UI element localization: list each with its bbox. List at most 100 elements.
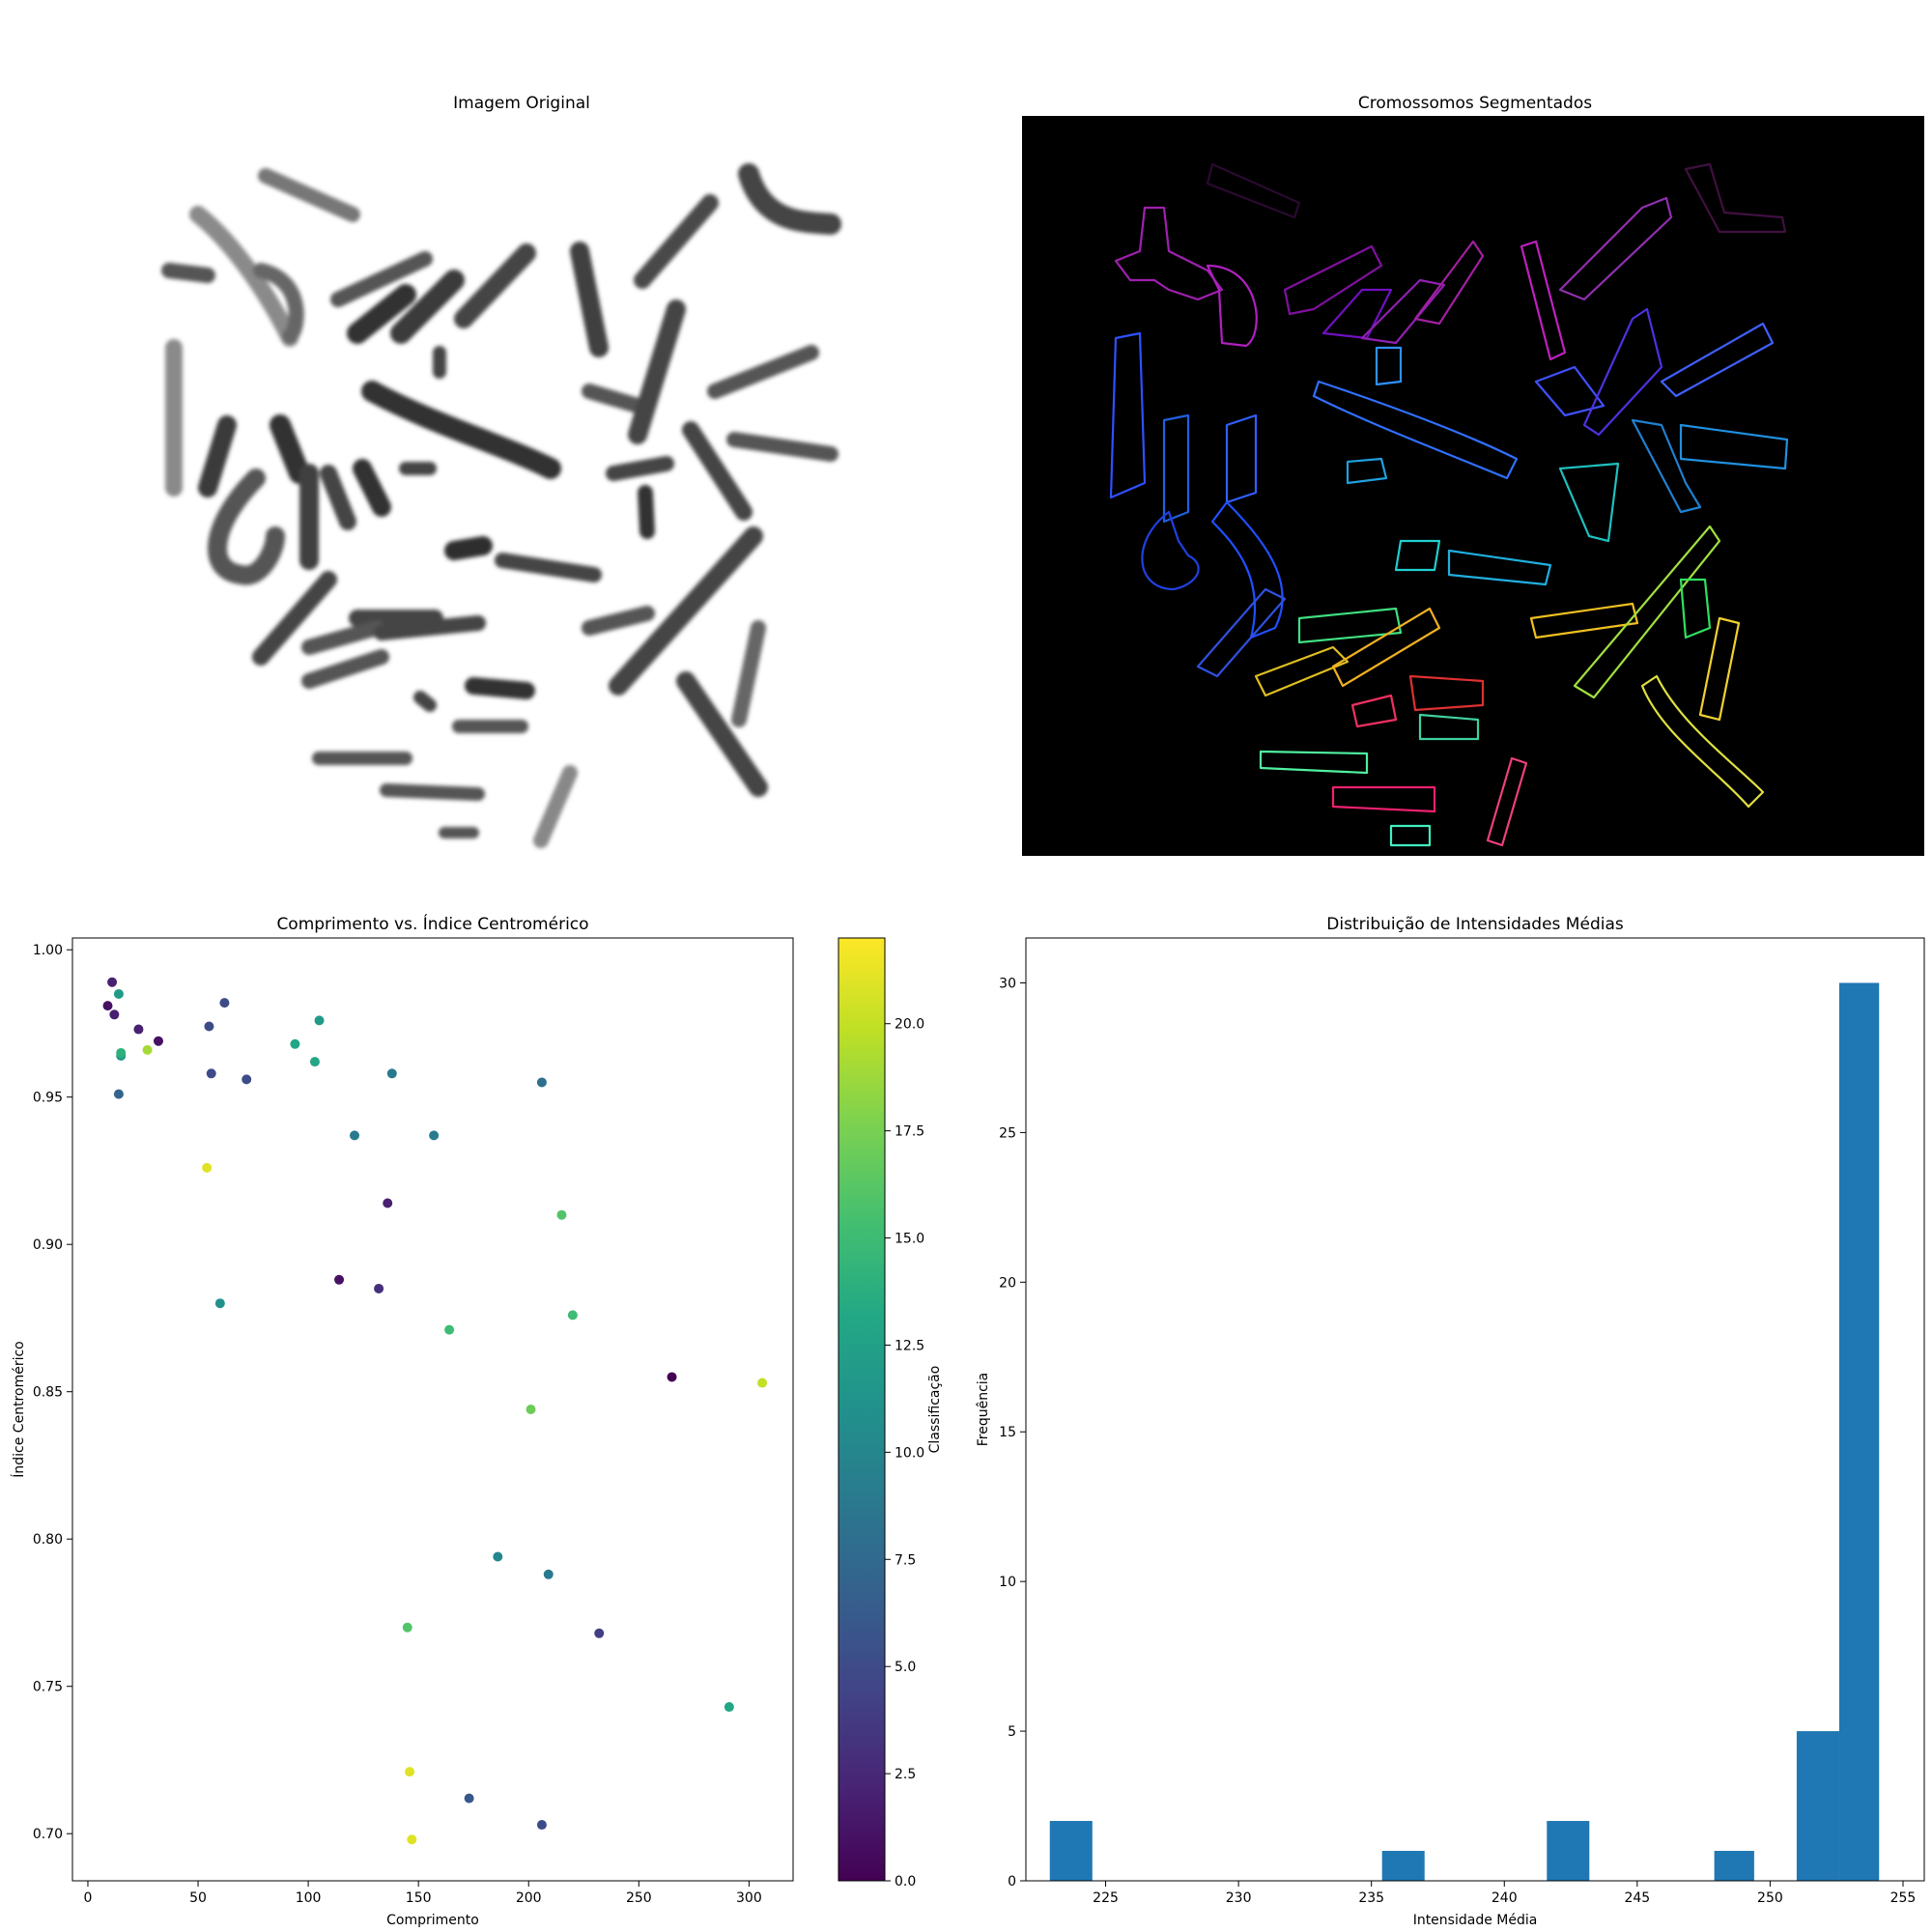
- scatter-axes-frame: [71, 937, 794, 1882]
- scatter-y-tick-label: 0.85: [33, 1385, 63, 1401]
- scatter-point: [107, 977, 118, 987]
- scatter-point: [374, 1283, 384, 1293]
- scatter-point: [109, 1009, 120, 1020]
- histogram-x-tick-label: 250: [1757, 1890, 1783, 1906]
- histogram-x-label: Intensidade Média: [1413, 1913, 1538, 1928]
- scatter-point: [290, 1038, 300, 1049]
- segmented-chromosome-contours: [1109, 162, 1789, 847]
- scatter-point: [383, 1198, 393, 1208]
- histogram-bar: [1838, 982, 1880, 1881]
- scatter-y-tick-label: 0.70: [33, 1827, 63, 1842]
- scatter-y-tick-label: 1.00: [33, 943, 63, 958]
- scatter-y-axis: 0.70 0.75 0.80 0.85 0.90 0.95 1.00: [33, 943, 72, 1842]
- histogram-x-tick-label: 240: [1492, 1890, 1518, 1906]
- scatter-point: [334, 1274, 345, 1285]
- histogram-bars: [1049, 982, 1880, 1881]
- histogram-x-tick-label: 235: [1358, 1890, 1384, 1906]
- scatter-point: [567, 1310, 578, 1321]
- histogram-y-label: Frequência: [976, 1373, 991, 1447]
- histogram-x-tick-label: 225: [1093, 1890, 1119, 1906]
- scatter-point: [113, 988, 124, 999]
- colorbar: [838, 937, 886, 1882]
- scatter-x-tick-label: 250: [626, 1890, 652, 1906]
- histogram-x-tick-label: 245: [1624, 1890, 1650, 1906]
- scatter-point: [543, 1569, 554, 1579]
- segmented-image-title: Cromossomos Segmentados: [1358, 94, 1592, 113]
- scatter-point: [405, 1767, 415, 1777]
- scatter-point: [214, 1298, 225, 1309]
- scatter-point: [667, 1372, 677, 1382]
- scatter-x-tick-label: 100: [296, 1890, 322, 1906]
- scatter-y-tick-label: 0.75: [33, 1680, 63, 1695]
- histogram-bar: [1381, 1851, 1425, 1881]
- scatter-title: Comprimento vs. Índice Centromérico: [276, 913, 588, 934]
- scatter-x-tick-label: 50: [189, 1890, 207, 1906]
- scatter-point: [116, 1047, 127, 1058]
- scatter-point: [429, 1130, 440, 1141]
- colorbar-ticks: 0.0 2.5 5.0 7.5 10.0 12.5 15.0 17.5 20.0: [885, 1017, 924, 1889]
- scatter-point: [204, 1021, 214, 1032]
- scatter-point: [493, 1551, 503, 1562]
- segmented-image-background: [1022, 116, 1924, 856]
- scatter-point: [153, 1036, 163, 1046]
- scatter-point: [309, 1057, 320, 1067]
- scatter-y-tick-label: 0.95: [33, 1091, 63, 1106]
- histogram-y-tick-label: 10: [999, 1575, 1016, 1590]
- scatter-points: [102, 977, 768, 1845]
- scatter-point: [202, 1162, 213, 1173]
- scatter-point: [444, 1324, 455, 1335]
- histogram-bar: [1796, 1731, 1839, 1881]
- scatter-point: [757, 1378, 768, 1388]
- histogram-axes-frame: [1025, 937, 1925, 1882]
- histogram-title: Distribuição de Intensidades Médias: [1326, 915, 1624, 934]
- scatter-point: [407, 1834, 417, 1845]
- scatter-point: [526, 1405, 536, 1414]
- scatter-point: [242, 1074, 252, 1085]
- colorbar-tick-label: 7.5: [895, 1552, 916, 1568]
- scatter-point: [536, 1820, 547, 1831]
- histogram-y-tick-label: 20: [999, 1275, 1016, 1291]
- scatter-x-label: Comprimento: [386, 1913, 479, 1928]
- histogram-y-tick-label: 30: [999, 976, 1016, 991]
- scatter-point: [594, 1628, 605, 1638]
- scatter-point: [386, 1068, 397, 1079]
- histogram-y-tick-label: 0: [1008, 1874, 1016, 1889]
- histogram-y-tick-label: 15: [999, 1425, 1016, 1440]
- original-image-title: Imagem Original: [453, 94, 590, 113]
- colorbar-tick-label: 17.5: [895, 1124, 924, 1140]
- colorbar-tick-label: 15.0: [895, 1232, 924, 1247]
- scatter-x-tick-label: 300: [736, 1890, 762, 1906]
- scatter-point: [206, 1068, 216, 1079]
- scatter-y-tick-label: 0.90: [33, 1237, 63, 1253]
- scatter-point: [142, 1044, 153, 1055]
- scatter-x-tick-label: 0: [84, 1890, 93, 1906]
- histogram-x-axis: 225 230 235 240 245 250 255: [1093, 1881, 1916, 1906]
- histogram-x-tick-label: 255: [1890, 1890, 1917, 1906]
- colorbar-label: Classificação: [927, 1366, 943, 1454]
- scatter-point: [113, 1089, 124, 1099]
- histogram-y-tick-label: 5: [1008, 1724, 1016, 1740]
- scatter-point: [402, 1622, 412, 1633]
- colorbar-tick-label: 10.0: [895, 1445, 924, 1461]
- scatter-point: [314, 1015, 325, 1026]
- histogram-bar: [1547, 1821, 1590, 1881]
- scatter-point: [350, 1130, 360, 1141]
- scatter-x-tick-label: 200: [516, 1890, 542, 1906]
- scatter-point: [724, 1702, 734, 1713]
- colorbar-tick-label: 2.5: [895, 1767, 916, 1782]
- original-chromosome-image: [161, 163, 841, 848]
- histogram-bar: [1714, 1851, 1754, 1881]
- scatter-point: [464, 1793, 474, 1804]
- scatter-x-axis: 0 50 100 150 200 250 300: [84, 1881, 762, 1906]
- scatter-point: [536, 1077, 547, 1088]
- colorbar-tick-label: 12.5: [895, 1338, 924, 1353]
- scatter-point: [219, 998, 230, 1009]
- scatter-point: [556, 1209, 567, 1220]
- colorbar-tick-label: 5.0: [895, 1660, 916, 1675]
- scatter-point: [102, 1001, 113, 1011]
- scatter-y-label: Índice Centromérico: [11, 1341, 27, 1477]
- histogram-x-tick-label: 230: [1226, 1890, 1252, 1906]
- colorbar-tick-label: 0.0: [895, 1874, 916, 1889]
- histogram-y-tick-label: 25: [999, 1125, 1016, 1141]
